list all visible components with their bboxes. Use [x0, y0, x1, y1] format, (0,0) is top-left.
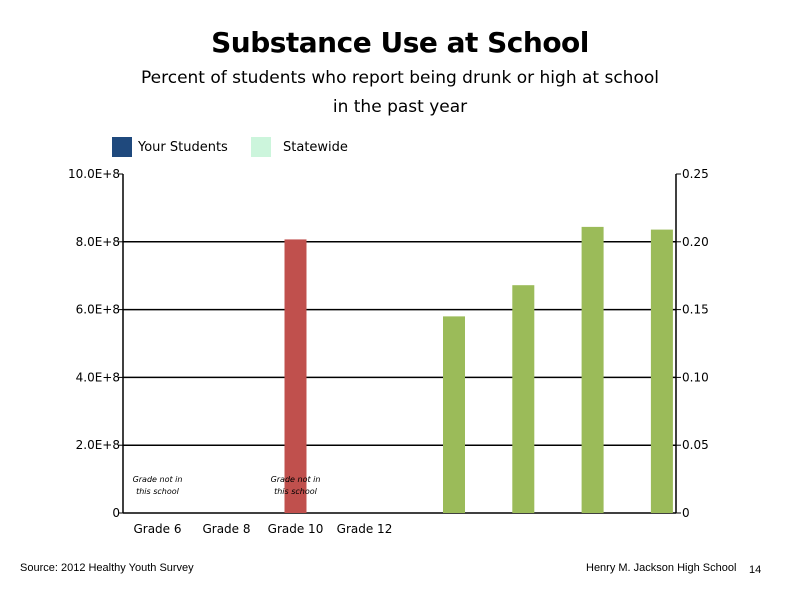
not-in-school-annotation: Grade not in — [133, 475, 183, 484]
bar-right-series — [512, 285, 535, 513]
legend-swatch-your-students — [112, 137, 132, 157]
left-axis-tick-label: 6.0E+8 — [76, 303, 120, 317]
right-axis-tick-label: 0.25 — [682, 167, 709, 181]
x-axis-category-label: Grade 10 — [268, 522, 324, 536]
right-axis-tick-label: 0.05 — [682, 438, 709, 452]
not-in-school-annotation: Grade not in — [271, 475, 321, 484]
bar-left-series — [284, 239, 307, 513]
right-axis-tick-label: 0 — [682, 506, 690, 520]
left-axis-tick-label: 0 — [112, 506, 120, 520]
right-axis-tick-label: 0.10 — [682, 370, 709, 384]
x-axis-category-label: Grade 6 — [133, 522, 181, 536]
left-axis-tick-label: 2.0E+8 — [76, 438, 120, 452]
chart-title: Substance Use at School — [211, 26, 589, 59]
source-note: Source: 2012 Healthy Youth Survey — [20, 562, 194, 574]
right-axis-tick-label: 0.15 — [682, 303, 709, 317]
x-axis-category-label: Grade 8 — [202, 522, 250, 536]
not-in-school-annotation: this school — [136, 487, 180, 496]
x-axis-category-label: Grade 12 — [337, 522, 393, 536]
legend-label-your-students: Your Students — [138, 139, 228, 155]
right-axis-tick-label: 0.20 — [682, 235, 709, 249]
page-number: 14 — [749, 564, 762, 576]
left-axis-tick-label: 4.0E+8 — [76, 370, 120, 384]
chart-subtitle-line-1: Percent of students who report being dru… — [141, 68, 659, 88]
bar-right-series — [581, 226, 604, 513]
legend-label-statewide: Statewide — [283, 139, 348, 155]
legend-entry-statewide: Statewide — [251, 137, 348, 157]
bar-right-series — [650, 229, 673, 513]
legend-entry-your-students: Your Students — [112, 137, 228, 157]
bar-right-series — [443, 316, 465, 513]
left-axis-tick-label: 10.0E+8 — [68, 167, 120, 181]
legend-swatch-statewide — [251, 137, 271, 157]
school-name: Henry M. Jackson High School — [586, 562, 737, 574]
left-axis-tick-label: 8.0E+8 — [76, 235, 120, 249]
not-in-school-annotation: this school — [274, 487, 318, 496]
chart-subtitle-line-2: in the past year — [332, 97, 468, 117]
